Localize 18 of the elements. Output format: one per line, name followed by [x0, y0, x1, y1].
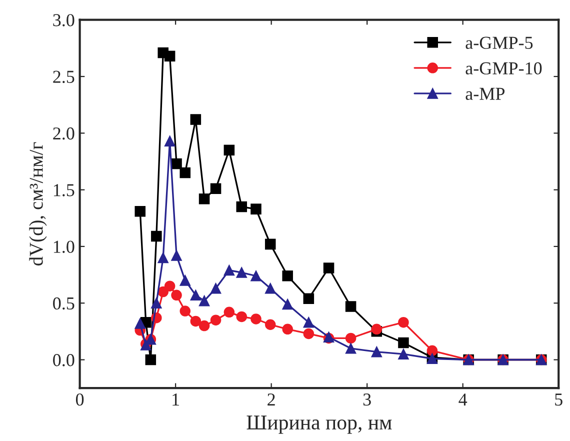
x-axis-title: Ширина пор, нм [246, 416, 392, 434]
x-tick-label: 5 [555, 394, 562, 406]
y-tick-label: 2.5 [53, 70, 74, 84]
x-tick-label: 2 [268, 394, 275, 406]
y-tick-label: 2.0 [53, 127, 74, 140]
y-tick-label: 0.0 [53, 354, 74, 366]
x-tick-label: 3 [363, 394, 371, 406]
y-axis-title: dV(d), см³/нм/г [29, 142, 47, 266]
y-tick-label: 1.5 [54, 184, 74, 196]
y-tick-label: 0.5 [53, 297, 74, 310]
y-tick-label: 1.0 [54, 240, 74, 253]
legend-label: a-GMP-5 [466, 36, 533, 49]
x-tick-label: 4 [458, 394, 468, 406]
legend-label: a-GMP-10 [466, 62, 542, 74]
y-tick-label: 3.0 [53, 14, 74, 26]
x-tick-label: 0 [76, 393, 84, 406]
legend-label: a-MP [466, 88, 505, 100]
x-tick-label: 1 [172, 394, 179, 406]
